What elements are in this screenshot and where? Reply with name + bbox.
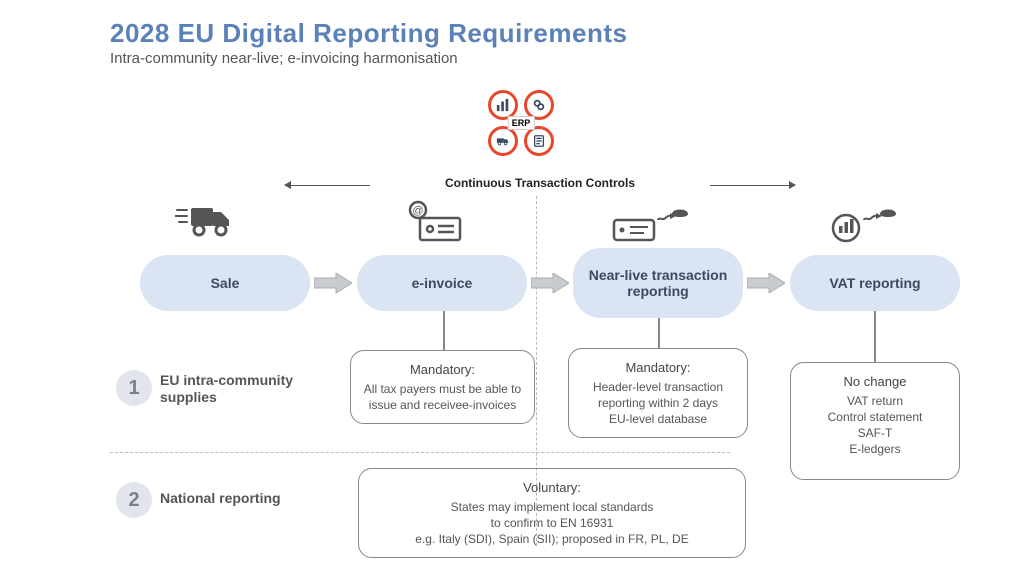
info-line: E-ledgers bbox=[803, 441, 947, 457]
info-box-einvoice: Mandatory: All tax payers must be able t… bbox=[350, 350, 535, 424]
stage-pill-nearlive: Near-live transaction reporting bbox=[573, 248, 743, 318]
info-heading: No change bbox=[803, 373, 947, 391]
stage-pill-vat: VAT reporting bbox=[790, 255, 960, 311]
info-line: States may implement local standards bbox=[371, 499, 733, 515]
info-heading: Mandatory: bbox=[363, 361, 522, 379]
svg-text:@: @ bbox=[412, 205, 423, 217]
info-line: VAT return bbox=[803, 393, 947, 409]
connector-line bbox=[874, 311, 876, 362]
ctc-label: Continuous Transaction Controls bbox=[340, 176, 740, 190]
row-label-1: EU intra-community supplies bbox=[160, 372, 320, 406]
ctc-arrow-right-icon bbox=[710, 185, 790, 186]
page-subtitle: Intra-community near-live; e-invoicing h… bbox=[110, 50, 458, 67]
info-heading: Mandatory: bbox=[581, 359, 735, 377]
email-invoice-icon: @ bbox=[400, 200, 470, 244]
flow-arrow-icon bbox=[314, 273, 352, 293]
ctc-header: Continuous Transaction Controls bbox=[340, 176, 740, 198]
device-cloud-icon bbox=[610, 204, 690, 244]
horizontal-dash-separator bbox=[110, 452, 730, 453]
info-line: Control statement bbox=[803, 409, 947, 425]
erp-label: ERP bbox=[508, 116, 535, 130]
info-line: Header-level transaction reporting withi… bbox=[581, 379, 735, 411]
chart-cloud-icon bbox=[830, 204, 910, 244]
info-heading: Voluntary: bbox=[371, 479, 733, 497]
stage-pill-sale: Sale bbox=[140, 255, 310, 311]
truck-fast-icon bbox=[175, 200, 235, 242]
ctc-arrow-left-icon bbox=[290, 185, 370, 186]
row-number-1: 1 bbox=[116, 370, 152, 406]
row-number-2: 2 bbox=[116, 482, 152, 518]
page-title: 2028 EU Digital Reporting Requirements bbox=[110, 18, 627, 49]
erp-ring-truck-icon bbox=[488, 126, 518, 156]
stage-pill-einvoice: e-invoice bbox=[357, 255, 527, 311]
erp-ring-doc-icon bbox=[524, 126, 554, 156]
connector-line bbox=[658, 318, 660, 348]
erp-badge: ERP bbox=[480, 82, 562, 164]
info-line: SAF-T bbox=[803, 425, 947, 441]
flow-arrow-icon bbox=[531, 273, 569, 293]
info-line: e.g. Italy (SDI), Spain (SII); proposed … bbox=[371, 531, 733, 547]
info-box-nearlive: Mandatory: Header-level transaction repo… bbox=[568, 348, 748, 438]
info-box-vat: No change VAT return Control statement S… bbox=[790, 362, 960, 480]
info-line: to confirm to EN 16931 bbox=[371, 515, 733, 531]
connector-line bbox=[443, 311, 445, 350]
info-body: All tax payers must be able to issue and… bbox=[363, 381, 522, 413]
info-line: EU-level database bbox=[581, 411, 735, 427]
row-label-2: National reporting bbox=[160, 490, 281, 507]
flow-arrow-icon bbox=[747, 273, 785, 293]
info-box-national: Voluntary: States may implement local st… bbox=[358, 468, 746, 558]
